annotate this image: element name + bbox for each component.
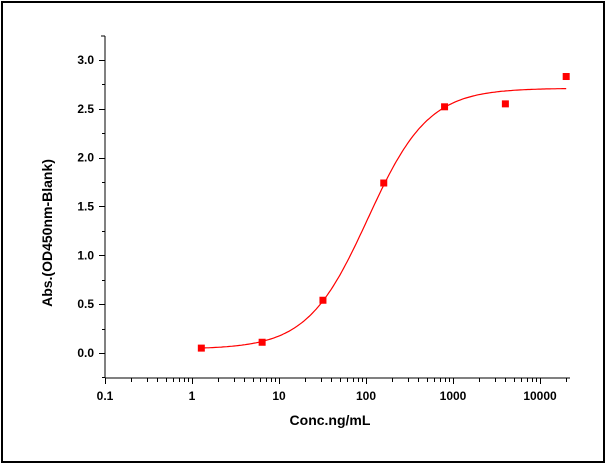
- y-tick-label: 0.5: [77, 297, 94, 311]
- x-axis-title: Conc.ng/mL: [290, 412, 371, 428]
- data-point-marker: [441, 103, 449, 111]
- y-tick-label: 1.0: [77, 248, 94, 262]
- fit-curve: [201, 88, 567, 349]
- y-axis-title: Abs.(OD450nm-Blank): [39, 159, 55, 307]
- data-points: [197, 73, 570, 352]
- x-tick-label: 1: [189, 389, 196, 403]
- y-tick-label: 2.0: [77, 151, 94, 165]
- y-tick-label: 2.5: [77, 102, 94, 116]
- data-point-marker: [319, 296, 327, 304]
- y-tick-label: 0.0: [77, 346, 94, 360]
- x-tick-label: 1000: [440, 389, 467, 403]
- y-tick-label: 3.0: [77, 53, 94, 67]
- y-tick-label: 1.5: [77, 199, 94, 213]
- y-axis-ticks: 0.0 0.5 1.0 1.5 2.0 2.5 3.0: [77, 53, 105, 378]
- x-tick-label: 10000: [523, 389, 557, 403]
- fit-curve-path: [201, 88, 567, 349]
- data-point-marker: [380, 179, 388, 187]
- axes: [101, 35, 570, 379]
- x-tick-label: 10: [272, 389, 286, 403]
- data-point-marker: [197, 344, 205, 352]
- data-point-marker: [258, 338, 266, 346]
- x-tick-label: 0.1: [97, 389, 114, 403]
- x-axis-ticks: 0.1 1 10 100 1000 10000: [97, 378, 567, 403]
- data-point-marker: [501, 100, 509, 108]
- data-point-marker: [562, 73, 570, 81]
- x-tick-label: 100: [356, 389, 376, 403]
